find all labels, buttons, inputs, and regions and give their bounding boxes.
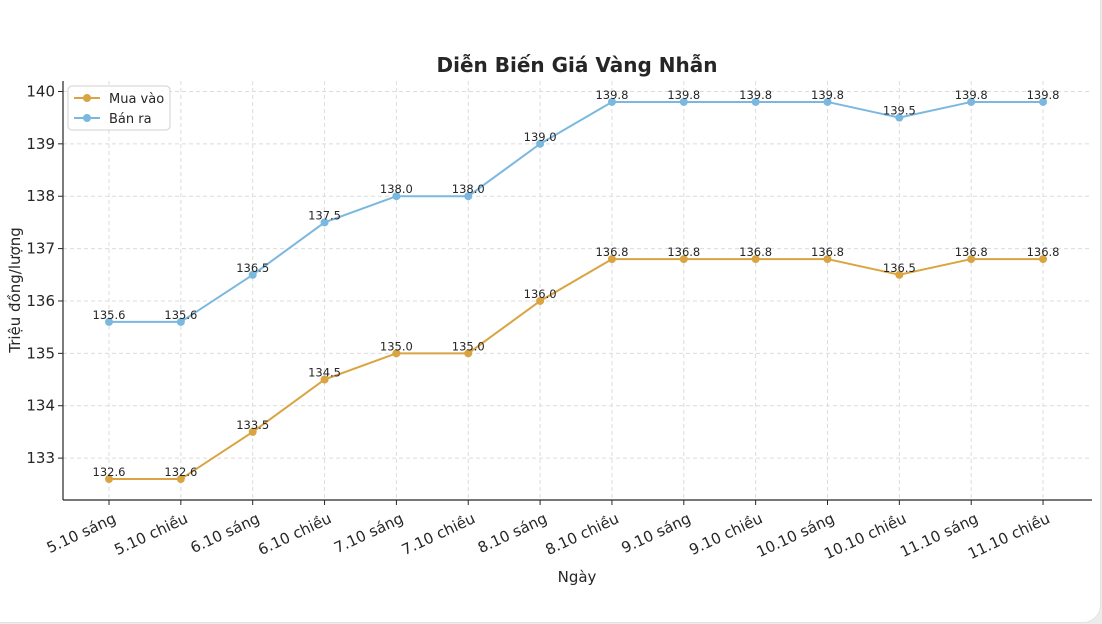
data-label: 133.5 [236, 418, 269, 432]
series-line-1 [109, 100, 1044, 323]
y-tick-label: 134 [26, 397, 55, 415]
data-point [751, 255, 760, 264]
x-tick-label: 5.10 chiều [111, 509, 190, 559]
axes [62, 81, 1092, 501]
data-label: 139.8 [811, 88, 844, 102]
x-tick-label: 8.10 chiều [543, 509, 622, 559]
data-point [536, 139, 545, 148]
data-point [392, 192, 401, 201]
data-label: 132.6 [93, 465, 126, 479]
data-label: 136.5 [883, 261, 916, 275]
data-point [967, 97, 976, 106]
data-label: 136.8 [595, 245, 628, 259]
grid [63, 81, 1092, 500]
y-axis-label: Triệu đồng/lượng [6, 227, 24, 353]
data-label: 135.0 [380, 339, 413, 353]
data-point [105, 317, 113, 326]
x-tick-label: 7.10 chiều [399, 509, 478, 559]
x-tick-label: 9.10 chiều [686, 509, 765, 559]
y-tick-label: 136 [26, 292, 55, 310]
data-point [536, 296, 545, 305]
data-label: 139.0 [524, 130, 557, 144]
chart-title: Diễn Biến Giá Vàng Nhẫn [437, 53, 718, 77]
series-line-0 [109, 258, 1044, 481]
data-point [679, 97, 688, 106]
legend-marker [83, 114, 91, 122]
legend-label: Bán ra [109, 112, 152, 127]
x-tick-label: 10.10 chiều [821, 509, 909, 563]
legend: Mua vào Bán ra [67, 85, 171, 131]
data-point [320, 218, 329, 227]
data-label: 135.6 [164, 308, 197, 322]
data-point [679, 255, 688, 264]
data-label: 139.8 [667, 88, 700, 102]
data-label: 136.5 [236, 261, 269, 275]
data-point [105, 475, 113, 484]
x-tick-label: 7.10 sáng [331, 509, 406, 557]
y-tick-label: 137 [26, 240, 55, 258]
data-label: 136.8 [1027, 245, 1060, 259]
y-tick-label: 139 [26, 135, 55, 153]
y-tick-label: 140 [26, 82, 55, 100]
data-label: 134.5 [308, 366, 341, 380]
data-point [607, 255, 616, 264]
data-point [320, 375, 329, 384]
data-point [248, 270, 257, 279]
series-group [105, 97, 1048, 484]
data-label: 138.0 [380, 182, 413, 196]
data-label: 139.5 [883, 104, 916, 118]
x-axis-label: Ngày [558, 568, 597, 586]
data-point [895, 270, 904, 279]
data-label: 135.0 [452, 339, 485, 353]
data-label: 136.8 [811, 245, 844, 259]
y-ticks: 133 134 135 136 137 138 139 140 [26, 82, 63, 467]
data-label: 136.0 [524, 287, 557, 301]
data-point [751, 97, 760, 106]
data-point [176, 317, 185, 326]
data-point [895, 113, 904, 122]
data-labels: 132.6 132.6 133.5 134.5 135.0 135.0 136.0 136.8… [93, 88, 1060, 479]
data-point [248, 427, 257, 436]
data-point [176, 475, 185, 484]
data-point [823, 255, 832, 264]
data-point [1039, 255, 1048, 264]
data-label: 138.0 [452, 182, 485, 196]
legend-marker [83, 94, 91, 102]
data-point [392, 349, 401, 358]
x-tick-label: 9.10 sáng [619, 509, 694, 557]
x-tick-label: 8.10 sáng [475, 509, 550, 557]
data-point [464, 349, 473, 358]
data-label: 137.5 [308, 208, 341, 222]
data-point [967, 255, 976, 264]
data-label: 139.8 [955, 88, 988, 102]
data-label: 139.8 [595, 88, 628, 102]
data-label: 139.8 [1027, 88, 1060, 102]
data-label: 135.6 [93, 308, 126, 322]
y-tick-label: 133 [26, 449, 55, 467]
data-point [823, 97, 832, 106]
data-label: 136.8 [667, 245, 700, 259]
legend-label: Mua vào [109, 92, 164, 107]
x-tick-label: 5.10 sáng [44, 509, 119, 557]
data-point [464, 192, 473, 201]
data-point [1039, 97, 1048, 106]
data-label: 132.6 [164, 465, 197, 479]
y-tick-label: 135 [26, 344, 55, 362]
x-tick-label: 6.10 chiều [255, 509, 334, 559]
x-tick-label: 11.10 chiều [965, 509, 1053, 563]
x-tick-label: 6.10 sáng [188, 509, 263, 557]
data-label: 136.8 [955, 245, 988, 259]
data-label: 136.8 [739, 245, 772, 259]
y-tick-label: 138 [26, 187, 55, 205]
data-label: 139.8 [739, 88, 772, 102]
data-point [607, 97, 616, 106]
